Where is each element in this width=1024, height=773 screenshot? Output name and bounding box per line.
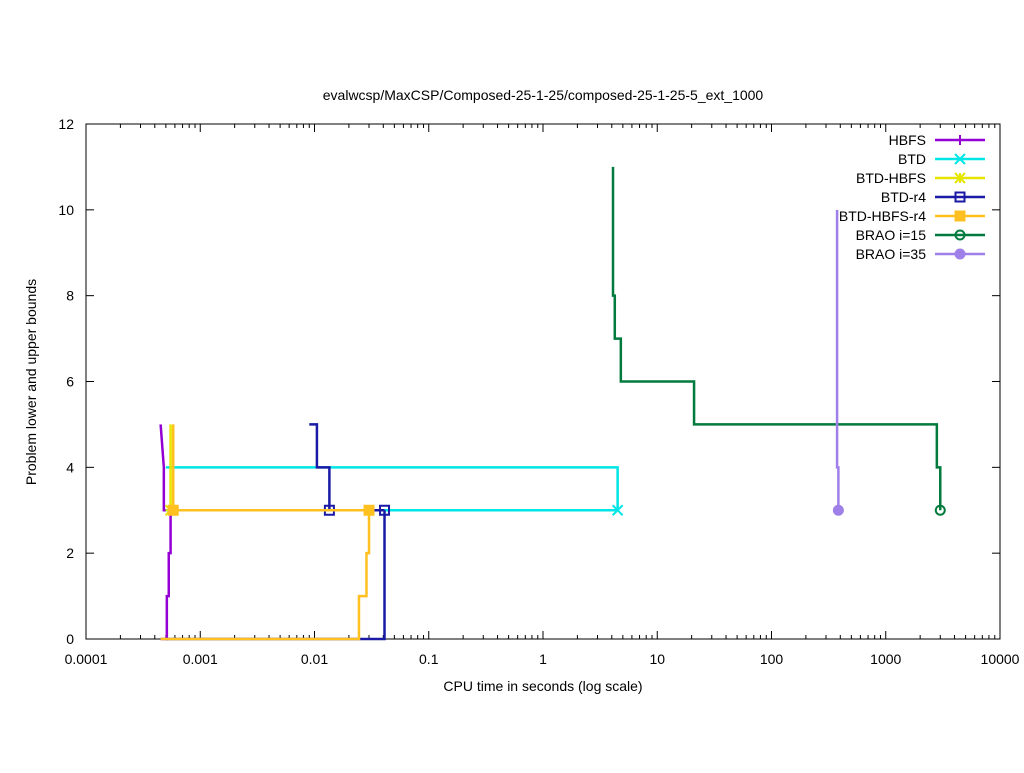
legend-label: BTD xyxy=(898,151,926,167)
final-point-marker xyxy=(379,504,391,516)
x-tick-label: 100 xyxy=(760,651,784,667)
chart-title: evalwcsp/MaxCSP/Composed-25-1-25/compose… xyxy=(323,87,764,103)
lower-bound-line xyxy=(160,510,371,641)
x-tick-label: 0.001 xyxy=(183,651,218,667)
final-point-marker xyxy=(934,504,946,516)
legend-item: BRAO i=35 xyxy=(856,246,985,262)
final-point-marker xyxy=(611,504,624,516)
legend-item: BTD xyxy=(898,151,985,167)
upper-bound-line xyxy=(165,466,619,511)
legend-marker xyxy=(954,229,966,241)
x-tick-label: 1 xyxy=(539,651,547,667)
x-axis-label: CPU time in seconds (log scale) xyxy=(443,678,642,694)
legend-label: BRAO i=35 xyxy=(856,246,927,262)
final-point-marker xyxy=(363,504,375,516)
series-brao-i-15 xyxy=(611,166,946,516)
final-point-marker xyxy=(832,504,844,516)
series-btd-hbfs-r4 xyxy=(160,424,375,641)
series-btd-r4 xyxy=(165,423,391,641)
legend-item: BTD-HBFS xyxy=(856,170,985,186)
y-tick-label: 4 xyxy=(66,459,74,475)
y-tick-label: 8 xyxy=(66,288,74,304)
series-layer xyxy=(159,166,946,641)
legend-label: BTD-r4 xyxy=(881,189,926,205)
legend-marker xyxy=(954,153,966,165)
legend-item: HBFS xyxy=(889,132,985,148)
series-brao-i-35 xyxy=(832,209,844,516)
data-point-marker xyxy=(167,504,179,516)
legend-label: BRAO i=15 xyxy=(856,227,927,243)
y-tick-label: 12 xyxy=(58,116,74,132)
axes: 0.0001 0.001 0.01 0.1 1 10 100 1000 10000 0 2 4 6 8 10… xyxy=(58,116,1019,667)
x-tick-label: 0.01 xyxy=(301,651,328,667)
legend-label: BTD-HBFS xyxy=(856,170,926,186)
legend-marker xyxy=(954,248,966,260)
y-axis-label: Problem lower and upper bounds xyxy=(23,279,39,485)
legend-marker xyxy=(955,135,965,145)
y-tick-label: 0 xyxy=(66,631,74,647)
x-tick-label: 1000 xyxy=(870,651,901,667)
legend-marker xyxy=(954,172,966,184)
x-tick-label: 10000 xyxy=(981,651,1020,667)
legend-label: HBFS xyxy=(889,132,926,148)
plot-frame xyxy=(85,123,1001,640)
y-tick-label: 2 xyxy=(66,545,74,561)
legend-label: BTD-HBFS-r4 xyxy=(839,208,926,224)
lower-bound-line xyxy=(160,510,172,641)
lower-bound-line xyxy=(165,510,386,641)
x-tick-label: 0.1 xyxy=(419,651,439,667)
legend-item: BRAO i=15 xyxy=(856,227,985,243)
y-tick-label: 10 xyxy=(58,202,74,218)
x-tick-label: 10 xyxy=(649,651,665,667)
x-tick-label: 0.0001 xyxy=(65,651,108,667)
upper-bound-line xyxy=(611,166,942,511)
series-btd xyxy=(165,466,624,516)
legend-item: BTD-r4 xyxy=(881,189,985,205)
legend-marker xyxy=(954,210,966,222)
legend-marker xyxy=(954,191,966,203)
legend-item: BTD-HBFS-r4 xyxy=(839,208,985,224)
y-tick-label: 6 xyxy=(66,374,74,390)
upper-bound-line xyxy=(835,209,840,511)
legend: HBFS BTD BTD-HBFS BTD-r4 BTD-HBFS-r4 BRAO i=1… xyxy=(839,132,985,262)
